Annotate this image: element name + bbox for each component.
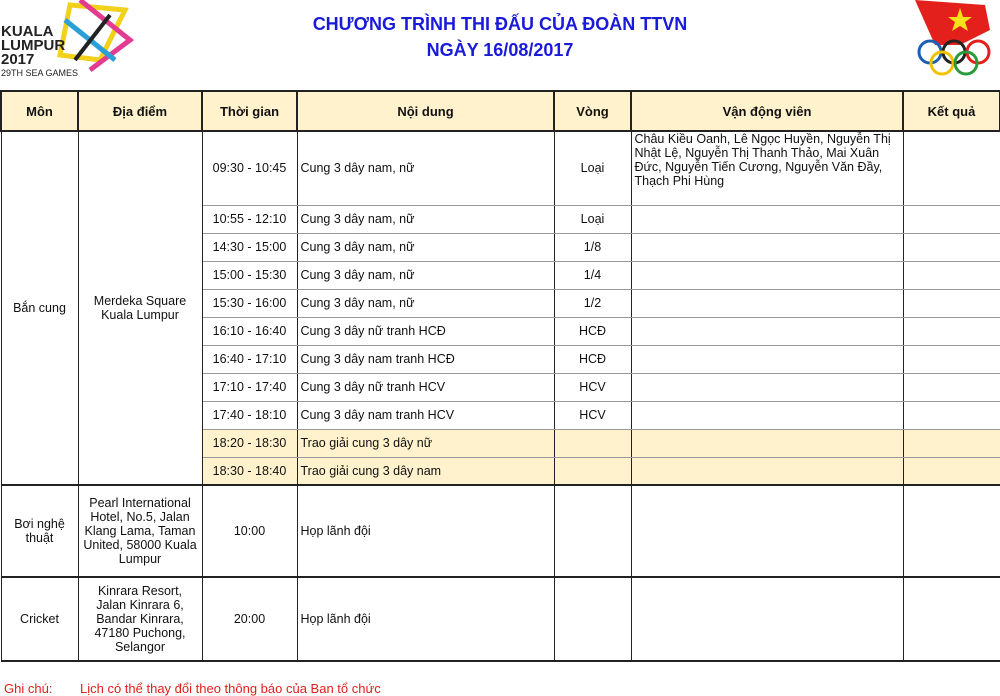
result-cell (902, 456, 1000, 486)
content-cell: Cung 3 dây nam, nữ (296, 232, 555, 262)
result-cell (902, 288, 1000, 318)
column-header: Môn (0, 90, 79, 132)
page-title: CHƯƠNG TRÌNH THI ĐẤU CỦA ĐOÀN TTVN (312, 14, 688, 34)
round-cell (553, 484, 632, 578)
table-row: Bơi nghệ thuật Pearl International Hotel,… (0, 484, 1000, 578)
content-cell: Cung 3 dây nam, nữ (296, 288, 555, 318)
round-cell (553, 576, 632, 662)
venue-cell: Pearl International Hotel, No.5, Jalan K… (77, 484, 203, 578)
time-cell: 16:40 - 17:10 (201, 344, 298, 374)
column-header: Địa điểm (77, 90, 203, 132)
column-header: Vận động viên (630, 90, 904, 132)
content-cell: Cung 3 dây nam tranh HCĐ (296, 344, 555, 374)
round-cell: HCV (553, 372, 632, 402)
svg-text:KUALA: KUALA (1, 23, 54, 40)
result-cell (902, 260, 1000, 290)
athletes-cell (630, 372, 904, 402)
column-header: Kết quả (902, 90, 1000, 132)
table-row: 18:20 - 18:30 Trao giải cung 3 dây nữ (1, 428, 1000, 458)
time-cell: 20:00 (201, 576, 298, 662)
result-cell (902, 344, 1000, 374)
result-cell (902, 400, 1000, 430)
result-cell (902, 232, 1000, 262)
round-cell: HCV (553, 400, 632, 430)
athletes-cell (630, 400, 904, 430)
content-cell: Cung 3 dây nữ tranh HCĐ (296, 316, 555, 346)
content-cell: Họp lãnh đội (296, 484, 555, 578)
venue-cell: Kinrara Resort, Jalan Kinrara 6, Bandar … (77, 576, 203, 662)
table-row: 14:30 - 15:00 Cung 3 dây nam, nữ 1/8 (1, 232, 1000, 262)
athletes-cell (630, 344, 904, 374)
content-cell: Trao giải cung 3 dây nam (296, 456, 555, 486)
athletes-cell (630, 576, 904, 662)
svg-text:LUMPUR: LUMPUR (1, 37, 65, 54)
svg-text:2017: 2017 (1, 51, 34, 68)
time-cell: 15:00 - 15:30 (201, 260, 298, 290)
content-cell: Trao giải cung 3 dây nữ (296, 428, 555, 458)
round-cell: HCĐ (553, 316, 632, 346)
athletes-cell (630, 204, 904, 234)
result-cell (902, 372, 1000, 402)
content-cell: Cung 3 dây nam, nữ (296, 130, 555, 206)
sport-cell: Cricket (0, 576, 79, 662)
content-cell: Cung 3 dây nam, nữ (296, 204, 555, 234)
result-cell (902, 484, 1000, 578)
result-cell (902, 428, 1000, 458)
content-cell: Cung 3 dây nam tranh HCV (296, 400, 555, 430)
round-cell: Loại (553, 130, 632, 206)
athletes-cell (630, 484, 904, 578)
page-date: NGÀY 16/08/2017 (426, 40, 574, 60)
time-cell: 17:10 - 17:40 (201, 372, 298, 402)
sport-cell: Bơi nghệ thuật (0, 484, 79, 578)
athletes-cell (630, 232, 904, 262)
column-header: Thời gian (201, 90, 298, 132)
round-cell (553, 428, 632, 458)
table-row: 16:40 - 17:10 Cung 3 dây nam tranh HCĐ HCĐ (1, 344, 1000, 374)
schedule-table: Môn Địa điểm Thời gian Nội dung Vòng Vận động… (0, 90, 1000, 662)
athletes-cell: Châu Kiều Oanh, Lê Ngọc Huyền, Nguyễn Th… (630, 130, 904, 206)
time-cell: 18:20 - 18:30 (201, 428, 298, 458)
table-row: 10:55 - 12:10 Cung 3 dây nam, nữ Loại (1, 204, 1000, 234)
venue-cell: Merdeka Square Kuala Lumpur (77, 130, 203, 486)
time-cell: 10:55 - 12:10 (201, 204, 298, 234)
table-row: Bắn cung Merdeka Square Kuala Lumpur 09:30… (0, 130, 1000, 486)
result-cell (902, 130, 1000, 206)
content-cell: Cung 3 dây nữ tranh HCV (296, 372, 555, 402)
result-cell (902, 316, 1000, 346)
time-cell: 15:30 - 16:00 (201, 288, 298, 318)
table-row: 18:30 - 18:40 Trao giải cung 3 dây nam (1, 456, 1000, 486)
note-text: Lịch có thể thay đổi theo thông báo của … (80, 681, 381, 696)
olympic-committee-logo (915, 0, 991, 76)
time-cell: 14:30 - 15:00 (201, 232, 298, 262)
sea-games-logo: KUALA LUMPUR 2017 29TH SEA GAMES (1, 0, 135, 78)
round-cell: Loại (553, 204, 632, 234)
round-cell: 1/8 (553, 232, 632, 262)
athletes-cell (630, 316, 904, 346)
time-cell: 18:30 - 18:40 (201, 456, 298, 486)
table-row: 15:30 - 16:00 Cung 3 dây nam, nữ 1/2 (1, 288, 1000, 318)
athletes-cell (630, 260, 904, 290)
round-cell (553, 456, 632, 486)
time-cell: 16:10 - 16:40 (201, 316, 298, 346)
svg-text:29TH SEA GAMES: 29TH SEA GAMES (1, 68, 78, 78)
round-cell: 1/4 (553, 260, 632, 290)
result-cell (902, 576, 1000, 662)
round-cell: 1/2 (553, 288, 632, 318)
athletes-cell (630, 456, 904, 486)
round-cell: HCĐ (553, 344, 632, 374)
content-cell: Họp lãnh đội (296, 576, 555, 662)
content-cell: Cung 3 dây nam, nữ (296, 260, 555, 290)
time-cell: 09:30 - 10:45 (201, 130, 298, 206)
athletes-cell (630, 428, 904, 458)
athletes-cell (630, 288, 904, 318)
column-header: Nội dung (296, 90, 555, 132)
time-cell: 10:00 (201, 484, 298, 578)
sport-cell: Bắn cung (0, 130, 79, 486)
column-header: Vòng (553, 90, 632, 132)
note-label: Ghi chú: (4, 681, 53, 696)
time-cell: 17:40 - 18:10 (201, 400, 298, 430)
result-cell (902, 204, 1000, 234)
table-row: Cricket Kinrara Resort, Jalan Kinrara 6, … (0, 576, 1000, 662)
